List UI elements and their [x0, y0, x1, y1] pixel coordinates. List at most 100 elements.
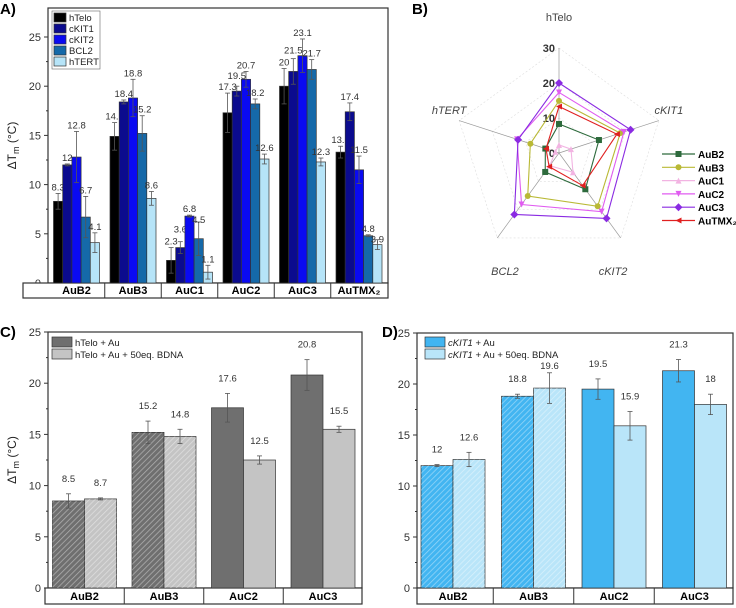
y-tick-label: 20 [398, 379, 410, 391]
chart-c-bar: 0 5 10 15 20 25 ΔTm (°C) AuB2 AuB3 AuC2 AuC3 8.5 15.… [5, 327, 363, 605]
category-label: AuB3 [519, 591, 548, 603]
legend-swatch [53, 45, 67, 56]
data-label: 20 [279, 57, 290, 68]
data-label: 21.3 [669, 340, 688, 351]
data-label: 8.6 [145, 180, 158, 191]
bar-AuB2-cKIT1 [62, 164, 73, 284]
data-label: 8.5 [62, 474, 75, 485]
radar-tick-label: 30 [543, 43, 555, 55]
bar-AuC3-hTERT [315, 161, 326, 284]
data-label: 1.1 [201, 254, 214, 265]
radar-axis [558, 152, 622, 239]
category-label: AuB3 [150, 591, 179, 603]
bar-AuC3-BCL2 [306, 69, 317, 284]
radar-point [556, 103, 562, 110]
bar-AuC2-cKIT1 [231, 90, 242, 284]
legend-frame [51, 10, 101, 70]
radar-point [620, 128, 627, 135]
radar-point [582, 186, 589, 193]
data-label: 12 [432, 445, 443, 456]
radar-point [556, 97, 562, 104]
data-label: 18.8 [124, 68, 143, 79]
radar-point [514, 135, 523, 144]
radar-point [556, 141, 562, 148]
y-axis-label-sub: m [11, 146, 21, 154]
y-tick-label: 10 [29, 481, 41, 493]
data-label: 4.1 [88, 222, 101, 233]
data-label: 23.1 [293, 28, 312, 39]
legend-label: cKIT1 + Au [448, 338, 495, 349]
radar-point [543, 145, 550, 152]
category-label: AuB2 [439, 591, 468, 603]
legend-label: cKIT1 [69, 24, 94, 35]
y-tick-label: 15 [398, 430, 410, 442]
radar-axis-label: hTERT [432, 105, 468, 117]
data-label: 21.5 [284, 46, 303, 57]
y-axis-label-unit: (°C) [5, 122, 19, 147]
bar-AuC2-hTelo-Au-50eq-BDNA [243, 459, 276, 589]
bar-AuC2-cKIT1-Au [581, 388, 615, 589]
panel-label-d: D) [382, 324, 398, 341]
bar-hatch [453, 459, 485, 588]
bar-AuC3-hTelo [279, 85, 290, 284]
y-tick-label: 25 [29, 327, 41, 339]
radar-series-AuC3 [513, 82, 632, 219]
legend-label: AuTMX₂ [698, 217, 736, 228]
radar-point [613, 131, 620, 138]
radar-point [555, 79, 563, 87]
data-label: 18.2 [246, 88, 265, 99]
data-label: 6.8 [183, 204, 196, 215]
radar-point [569, 169, 576, 176]
radar-point [595, 137, 602, 144]
bar-AuB3-cKIT2 [128, 97, 138, 284]
data-label: 6.7 [79, 185, 92, 196]
legend-label-italic: cKIT1 [448, 338, 473, 349]
bar-AuC2-cKIT2 [241, 78, 251, 284]
data-label: 19.6 [540, 361, 559, 372]
bar-AuC3-hTelo-Au [290, 374, 324, 589]
data-label: 4.8 [362, 224, 375, 235]
bar-AuC2-cKIT1-Au-50eq-BDNA [613, 425, 647, 589]
radar-point [602, 214, 611, 223]
category-label: AuC1 [175, 285, 204, 297]
data-label: 4.5 [192, 215, 205, 226]
bar-AuTMX₂-hTelo [335, 151, 346, 284]
bar-AuB3-hTelo [109, 136, 120, 284]
data-label: 21.7 [302, 49, 321, 60]
data-label: 18.4 [115, 89, 134, 100]
legend-swatch [53, 12, 67, 23]
radar-axis [558, 120, 659, 154]
y-tick-label: 0 [404, 583, 410, 595]
radar-point [556, 120, 562, 127]
category-label: AuC2 [232, 285, 261, 297]
bar-AuC3-cKIT1-Au-50eq-BDNA [694, 404, 727, 589]
legend-marker [675, 151, 682, 157]
radar-series-AuTMX₂ [545, 105, 618, 187]
data-label: 18 [705, 374, 716, 385]
radar-axis-label: hTelo [546, 12, 572, 24]
data-label: 12 [62, 153, 73, 164]
radar-axis-label: cKIT2 [599, 266, 628, 278]
radar-tick-label: 0 [549, 148, 555, 160]
category-label: AuB2 [70, 591, 99, 603]
panel-label-b: B) [412, 1, 428, 18]
legend-label-rest: + Au + 50eq. BDNA [473, 350, 559, 361]
panel-label-a: A) [0, 1, 16, 18]
panel-label-c: C) [0, 324, 16, 341]
data-label: 12.3 [312, 147, 331, 158]
legend-marker [675, 164, 682, 171]
bar-hatch [164, 436, 196, 588]
bar-AuC2-hTelo [222, 112, 233, 284]
data-label: 14.8 [171, 409, 190, 420]
y-axis-label-sub: m [11, 461, 21, 469]
data-label: 19.5 [589, 359, 608, 370]
legend-label: hTelo + Au + 50eq. BDNA [75, 350, 184, 361]
legend-marker [674, 203, 683, 212]
radar-point [546, 163, 553, 170]
data-label: 13.3 [331, 135, 350, 146]
radar-tick-label: 20 [543, 78, 555, 90]
legend-label-rest: + Au [473, 338, 495, 349]
data-label: 17.3 [218, 82, 237, 93]
category-label: AuC2 [229, 591, 258, 603]
